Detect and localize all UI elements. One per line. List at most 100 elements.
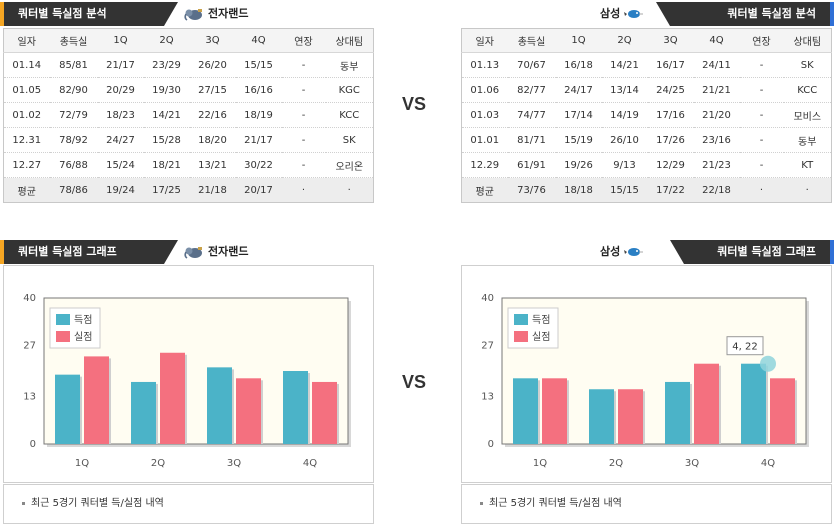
bar-allowed [160,352,185,444]
bar-scored [283,371,308,444]
right-graph-team-name: 삼성 [600,245,621,258]
col-q1: 1Q [97,28,144,53]
bar-scored [665,381,690,444]
table-cell: 18/19 [235,102,282,128]
bar-scored [55,374,80,444]
table-cell: 26/10 [601,127,648,153]
x-tick-label: 4Q [761,458,775,469]
table-avg-cell: 18/18 [555,177,602,203]
table-cell: 12.29 [461,152,508,178]
table-cell: 21/20 [693,102,740,128]
table-cell: 12.27 [3,152,50,178]
table-cell: 24/27 [97,127,144,153]
x-tick-label: 2Q [151,458,165,469]
table-cell: 85/81 [49,52,98,78]
table-cell: 모비스 [783,102,832,128]
bullet-icon [22,501,25,505]
table-cell: - [281,102,326,128]
right-table-tab-label: 쿼터별 득실점 분석 [727,7,816,20]
table-avg-cell: · [739,177,784,203]
y-tick-label: 27 [23,340,36,351]
table-avg-cell: 22/18 [693,177,740,203]
x-tick-label: 4Q [303,458,317,469]
legend-swatch [56,331,70,342]
table-cell: 17/16 [647,102,694,128]
table-cell: 01.05 [3,77,50,103]
table-cell: - [281,127,326,153]
y-tick-label: 0 [488,439,494,450]
tooltip-box [726,336,764,356]
vs-label-top: VS [402,94,427,114]
right-chart-panel: 0 13 27 40 1Q 2Q 3Q 4Q 득점 실점 4, 22 [461,265,832,483]
table-cell: 15/28 [143,127,190,153]
bar-allowed [84,356,109,444]
tooltip-text: 4, 22 [732,342,757,353]
table-avg-cell: 17/22 [647,177,694,203]
bar-allowed [618,389,643,444]
table-cell: 70/67 [507,52,556,78]
bird-icon [624,248,644,256]
table-row: 01.14 85/81 21/17 23/29 26/20 15/15- 동부 [3,52,374,78]
bar-allowed [236,378,261,444]
legend-label: 실점 [74,331,92,343]
table-cell: - [281,77,326,103]
x-tick-label: 3Q [685,458,699,469]
col-date: 일자 [461,28,508,53]
table-cell: 18/23 [97,102,144,128]
bullet-icon [480,501,483,505]
legend-label: 실점 [532,331,550,343]
table-avg-cell: 15/15 [601,177,648,203]
y-tick-label: 40 [23,293,36,304]
right-table-body: 01.13 70/67 16/18 14/21 16/17 24/11- SK 01.06 82… [461,52,832,203]
table-cell: KCC [783,77,832,103]
col-q4: 4Q [235,28,282,53]
table-avg-cell: 73/76 [507,177,556,203]
table-cell: - [739,127,784,153]
left-graph-team-header: 전자랜드 [184,240,248,264]
table-cell: 19/30 [143,77,190,103]
left-footer-text: 최근 5경기 쿼터별 득/실점 내역 [31,498,164,509]
table-cell: 74/77 [507,102,556,128]
left-table-tab: 쿼터별 득실점 분석 [0,2,178,26]
table-cell: 24/25 [647,77,694,103]
table-cell: 82/77 [507,77,556,103]
table-cell: - [739,102,784,128]
y-tick-label: 27 [481,340,494,351]
table-avg-cell: 19/24 [97,177,144,203]
right-table-tab: 쿼터별 득실점 분석 [656,2,834,26]
table-cell: 16/17 [647,52,694,78]
table-cell: 14/21 [143,102,190,128]
bar-allowed [312,381,337,444]
table-cell: 27/15 [189,77,236,103]
col-date: 일자 [3,28,50,53]
legend-label: 득점 [532,314,550,326]
table-cell: 21/23 [693,152,740,178]
left-graph-tab-label: 쿼터별 득실점 그래프 [18,245,117,258]
legend-swatch [514,314,528,325]
table-avg-cell: 20/17 [235,177,282,203]
left-graph-team-name: 전자랜드 [208,245,249,258]
table-cell: 01.01 [461,127,508,153]
table-cell: 61/91 [507,152,556,178]
col-q2: 2Q [601,28,648,53]
table-avg-cell: · [783,177,832,203]
legend-swatch [56,314,70,325]
table-avg-row: 평균 78/86 19/24 17/25 21/18 20/17 · · [3,177,374,203]
table-cell: 동부 [783,127,832,153]
table-avg-cell: 평균 [3,177,50,203]
bar-allowed [770,378,795,444]
table-cell: 14/21 [601,52,648,78]
bar-allowed [542,378,567,444]
col-total: 총득실 [49,28,98,53]
table-cell: 82/90 [49,77,98,103]
table-cell: 21/21 [693,77,740,103]
left-quarter-table: 일자 총득실 1Q 2Q 3Q 4Q 연장 상대팀 01.14 85/81 21/1… [3,28,374,203]
col-opponent: 상대팀 [325,28,374,53]
table-cell: 18/21 [143,152,190,178]
bird-icon [624,10,644,18]
col-q2: 2Q [143,28,190,53]
table-row: 12.31 78/92 24/27 15/28 18/20 21/17- SK [3,127,374,153]
table-cell: KGC [325,77,374,103]
table-cell: 01.13 [461,52,508,78]
